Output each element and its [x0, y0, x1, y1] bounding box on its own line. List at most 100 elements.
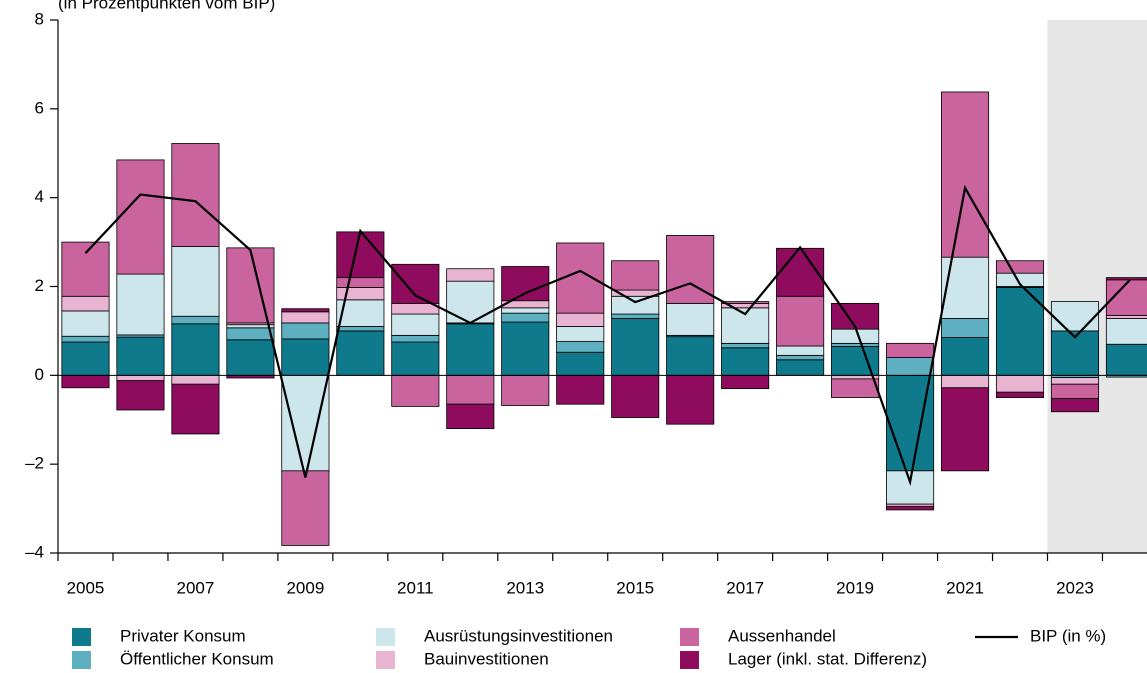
bar-segment	[611, 374, 660, 418]
bar-segment	[171, 383, 220, 435]
bar-segment	[226, 339, 275, 376]
bar-segment	[336, 299, 385, 327]
legend-swatch	[376, 628, 395, 646]
x-tick-label: 2009	[286, 578, 324, 597]
legend-label: Ausrüstungsinvestitionen	[424, 626, 613, 645]
y-tick-label: 0	[35, 365, 44, 384]
bar-segment	[336, 277, 385, 288]
bar-segment	[886, 374, 935, 472]
x-tick-label: 2011	[397, 578, 434, 597]
bar-segment	[336, 330, 385, 376]
y-tick-label: –2	[25, 454, 44, 473]
legend-label: Privater Konsum	[120, 626, 246, 645]
bar-segment	[61, 295, 110, 312]
bar-segment	[61, 374, 110, 389]
x-tick-label: 2023	[1056, 578, 1094, 597]
bar-segment	[995, 374, 1045, 393]
bar-segment	[721, 374, 770, 390]
bar-segment	[501, 312, 550, 323]
bar-segment	[941, 374, 990, 389]
bar-segment	[446, 374, 495, 405]
x-tick-label: 2013	[506, 578, 544, 597]
bar-segment	[776, 247, 825, 297]
bar-segment	[995, 391, 1045, 398]
bar-segment	[391, 263, 440, 304]
bar-segment	[941, 256, 990, 319]
bar-segment	[446, 280, 495, 324]
bar-segment	[281, 338, 330, 376]
bar-segment	[116, 159, 165, 275]
bar-segment	[336, 326, 385, 332]
bar-segment	[1105, 318, 1147, 345]
bar-segment	[116, 336, 165, 376]
bar-segment	[995, 260, 1045, 274]
bar-segment	[391, 341, 440, 376]
bip-line	[84, 184, 1131, 487]
bar-segment	[1050, 301, 1100, 332]
bar-segment	[941, 337, 990, 376]
legend-label: Öffentlicher Konsum	[120, 649, 274, 668]
bar-segment	[446, 403, 495, 430]
bar-segment	[666, 336, 715, 376]
x-tick-label: 2019	[836, 578, 874, 597]
y-tick-label: 6	[35, 98, 44, 117]
bar-segment	[886, 342, 935, 358]
bar-segment	[556, 374, 605, 405]
bar-segment	[171, 374, 220, 385]
bar-segment	[226, 324, 275, 329]
bar-segment	[776, 354, 825, 361]
bar-segment	[281, 322, 330, 340]
bar-segment	[556, 351, 605, 376]
bar-segment	[1050, 377, 1100, 385]
bar-segment	[556, 312, 605, 327]
bar-segment	[831, 378, 880, 398]
bar-segment	[61, 310, 110, 337]
legend-swatch	[72, 651, 91, 669]
bar-segment	[281, 374, 330, 472]
bar-segment	[116, 380, 165, 411]
bar-segment	[1050, 383, 1100, 399]
legend-label: Bauinvestitionen	[424, 649, 549, 668]
bar-segment	[171, 246, 220, 317]
x-tick-label: 2021	[946, 578, 984, 597]
bar-segment	[391, 374, 440, 407]
bar-segment	[886, 505, 935, 511]
bar-segment	[116, 273, 165, 336]
bar-segment	[281, 311, 330, 324]
bar-segment	[995, 286, 1045, 376]
bar-segment	[721, 342, 770, 349]
bar-segment	[721, 301, 770, 304]
bar-segment	[116, 374, 165, 382]
bar-segment	[446, 268, 495, 282]
bar-segment	[611, 295, 660, 315]
y-tick-label: 8	[35, 9, 44, 28]
bar-segment	[501, 307, 550, 314]
bar-segment	[886, 470, 935, 505]
bar-segment	[336, 231, 385, 279]
bar-segment	[611, 260, 660, 291]
x-tick-label: 2007	[177, 578, 215, 597]
bar-segment	[1105, 277, 1147, 281]
legend-swatch	[680, 651, 699, 669]
bar-segment	[941, 91, 990, 258]
bar-segment	[501, 374, 550, 406]
bar-segment	[941, 387, 990, 472]
bar-segment	[941, 318, 990, 338]
bar-segment	[281, 308, 330, 313]
bar-segment	[721, 347, 770, 376]
bar-segment	[501, 321, 550, 376]
x-tick-label: 2005	[67, 578, 105, 597]
bar-segment	[171, 315, 220, 325]
bar-segment	[61, 341, 110, 376]
bar-segment	[61, 241, 110, 297]
legend-label: BIP (in %)	[1030, 626, 1106, 645]
plot	[58, 91, 1147, 546]
bar-segment	[61, 335, 110, 343]
bar-segment	[666, 374, 715, 425]
y-tick-label: –4	[25, 542, 44, 561]
legend-label: Lager (inkl. stat. Differenz)	[728, 649, 927, 668]
bar-segment	[226, 327, 275, 341]
bar-segment	[886, 357, 935, 376]
legend-swatch	[72, 628, 91, 646]
